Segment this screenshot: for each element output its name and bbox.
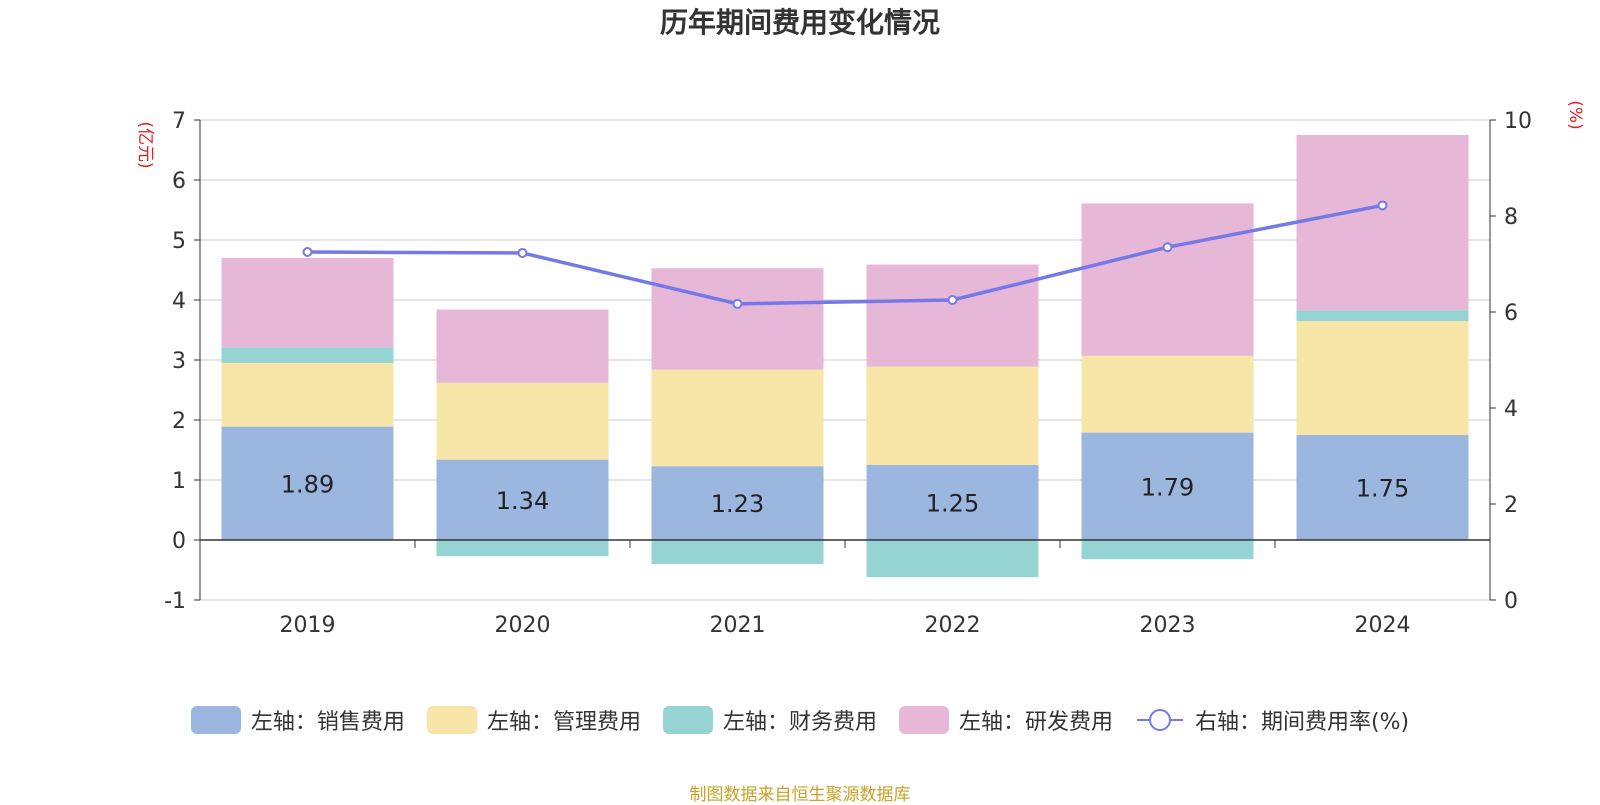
data-label-layer: 1.89 1.34 1.23 1.25 1.79 1.75 xyxy=(281,470,1409,518)
x-tick-label: 2022 xyxy=(925,613,981,638)
bar xyxy=(866,465,1039,540)
bar-data-label: 1.34 xyxy=(496,487,549,515)
bar-data-label: 1.89 xyxy=(281,470,334,498)
left-tick-label: 7 xyxy=(172,109,186,134)
bar xyxy=(1081,432,1254,540)
left-tick-label: 2 xyxy=(172,409,186,434)
legend: 左轴：销售费用 左轴：管理费用 左轴：财务费用 左轴：研发费用 右轴：期间费用率(%) xyxy=(0,704,1600,736)
bar-layer xyxy=(221,135,1469,578)
legend-item[interactable]: 左轴：管理费用 xyxy=(426,704,641,736)
bar xyxy=(221,363,394,427)
bar-data-label: 1.23 xyxy=(711,490,764,518)
left-tick-label: 1 xyxy=(172,469,186,494)
legend-swatch xyxy=(190,706,241,734)
chart-svg: 历年期间费用变化情况 -1 0 1 2 3 4 5 6 7 0 2 4 6 8 10 (亿元) (%) 2019 2… xyxy=(135,6,1585,638)
bar xyxy=(651,268,824,370)
line-point xyxy=(302,247,313,257)
bar xyxy=(1296,310,1469,321)
legend-swatch xyxy=(898,706,949,734)
left-tick-label: -1 xyxy=(164,589,186,614)
legend-item[interactable]: 左轴：财务费用 xyxy=(662,704,877,736)
x-tick-label: 2020 xyxy=(495,613,551,638)
x-tick-label: 2021 xyxy=(710,613,766,638)
legend-label: 右轴：期间费用率(%) xyxy=(1194,710,1410,735)
source-note: 制图数据来自恒生聚源数据库 xyxy=(689,785,911,805)
legend-label: 左轴：管理费用 xyxy=(486,710,641,735)
bar xyxy=(866,366,1039,465)
bar xyxy=(1296,321,1469,435)
right-tick-label: 8 xyxy=(1504,205,1518,230)
right-tick-label: 4 xyxy=(1504,397,1518,422)
rate-line xyxy=(307,203,1383,306)
left-tick-label: 0 xyxy=(172,529,186,554)
bar xyxy=(866,540,1039,578)
legend-label: 左轴：销售费用 xyxy=(250,710,405,735)
bar-data-label: 1.75 xyxy=(1356,475,1409,503)
bar xyxy=(436,459,609,540)
bar xyxy=(1081,540,1254,560)
bar-data-label: 1.79 xyxy=(1141,473,1194,501)
legend-label: 左轴：研发费用 xyxy=(958,710,1113,735)
right-axis-unit: (%) xyxy=(1565,100,1585,129)
bar xyxy=(221,258,394,348)
left-tick-label: 4 xyxy=(172,289,186,314)
right-tick-label: 10 xyxy=(1504,109,1532,134)
bar xyxy=(651,369,824,467)
right-tick-label: 0 xyxy=(1504,589,1518,614)
right-tick-label: 2 xyxy=(1504,493,1518,518)
bar xyxy=(1296,135,1469,311)
left-tick-label: 6 xyxy=(172,169,186,194)
left-axis-unit: (亿元) xyxy=(135,121,155,168)
right-tick-label: 6 xyxy=(1504,301,1518,326)
left-tick-label: 5 xyxy=(172,229,186,254)
line-point xyxy=(1162,242,1173,253)
legend-label: 左轴：财务费用 xyxy=(722,710,877,735)
line-layer xyxy=(302,200,1388,309)
legend-swatch xyxy=(662,706,713,734)
x-tick-label: 2024 xyxy=(1355,613,1411,638)
axes-layer: -1 0 1 2 3 4 5 6 7 0 2 4 6 8 10 (亿元) (%) 2019 2020 2021 2022… xyxy=(135,100,1585,638)
grid-lines xyxy=(200,119,1490,601)
x-tick-label: 2019 xyxy=(280,613,336,638)
line-point xyxy=(1377,200,1388,211)
line-point xyxy=(517,247,528,258)
bar xyxy=(221,347,394,363)
legend-item[interactable]: 左轴：研发费用 xyxy=(898,704,1113,736)
line-point xyxy=(732,298,743,309)
bar xyxy=(1081,355,1254,433)
line-point xyxy=(947,295,958,305)
bar-data-label: 1.25 xyxy=(926,490,979,518)
bar xyxy=(221,426,394,540)
bar xyxy=(651,466,824,540)
legend-item[interactable]: 右轴：期间费用率(%) xyxy=(1135,704,1409,736)
legend-swatch xyxy=(426,706,477,734)
bar xyxy=(651,540,824,564)
bar xyxy=(1296,435,1469,540)
left-tick-label: 3 xyxy=(172,349,186,374)
chart-title: 历年期间费用变化情况 xyxy=(660,6,940,39)
x-tick-label: 2023 xyxy=(1140,613,1196,638)
legend-line-icon xyxy=(1136,709,1183,731)
bar xyxy=(436,540,609,557)
bar xyxy=(436,309,609,383)
bar xyxy=(1081,203,1254,356)
legend-item[interactable]: 左轴：销售费用 xyxy=(190,704,405,736)
bar xyxy=(436,382,609,460)
bar xyxy=(866,264,1039,367)
